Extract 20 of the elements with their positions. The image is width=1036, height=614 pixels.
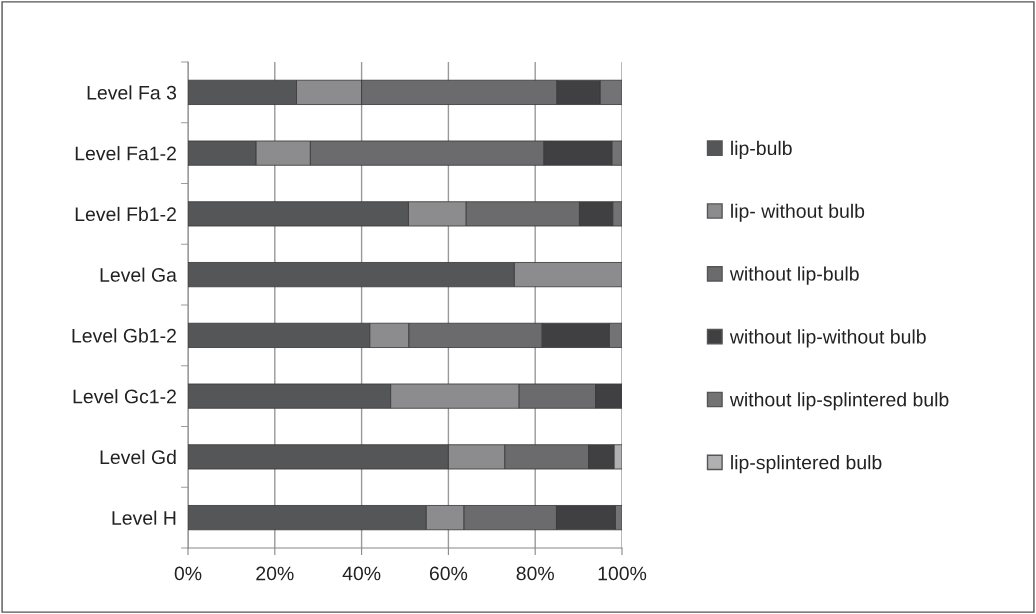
x-tick-label: 40% (342, 566, 381, 581)
legend-label: without lip-without bulb (729, 329, 926, 348)
y-tick-label: Level Fa 3 (87, 85, 177, 100)
legend-label: lip-splintered bulb (731, 455, 882, 474)
y-tick-label: Level Fa1-2 (75, 146, 176, 161)
legend-label: without lip-splintered bulb (729, 392, 949, 411)
y-tick-label: Level Gb1-2 (72, 328, 176, 343)
x-tick-label: 20% (256, 566, 294, 581)
x-tick-label: 0% (174, 566, 202, 581)
legend-label: without lip-bulb (729, 266, 859, 285)
y-tick-label: Level Fb1-2 (75, 206, 176, 222)
y-tick-label: Level Ga (100, 267, 177, 282)
y-tick-label: Level H (112, 510, 176, 525)
legend-label: lip-bulb (731, 140, 792, 159)
y-tick-label: Level Gc1-2 (73, 389, 176, 404)
x-tick-label: 60% (429, 566, 468, 581)
legend-label: lip- without bulb (731, 203, 865, 222)
x-tick-label: 80% (516, 566, 554, 581)
x-tick-label: 100% (598, 566, 647, 581)
y-tick-label: Level Gd (100, 449, 176, 465)
